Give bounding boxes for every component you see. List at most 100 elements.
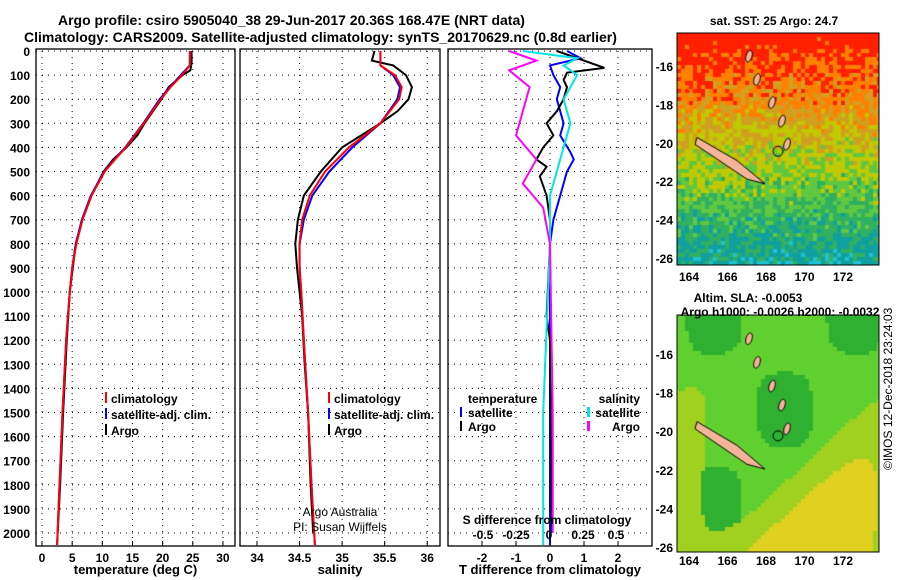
depth-tick-label: 200 xyxy=(10,93,30,107)
x-tick-label: 15 xyxy=(126,551,140,565)
map-lat-label: -22 xyxy=(656,464,674,478)
depth-tick-label: 1800 xyxy=(3,479,30,493)
depth-tick-label: 2000 xyxy=(3,527,30,541)
legend-swatch-t-argo xyxy=(460,421,462,431)
depth-tick-label: 800 xyxy=(10,238,30,252)
legend-swatch-satellite xyxy=(328,408,330,419)
map-lat-label: -16 xyxy=(656,60,674,74)
x-tick-label: 10 xyxy=(96,551,110,565)
figure-title-line1: Argo profile: csiro 5905040_38 29-Jun-20… xyxy=(58,12,525,28)
credit-line: Argo Australia xyxy=(303,505,378,519)
x2-axis-label: S difference from climatology xyxy=(463,513,632,527)
legend-swatch-climatology xyxy=(328,392,330,403)
depth-tick-label: 0 xyxy=(23,45,30,59)
map-frame-sla xyxy=(676,314,880,553)
depth-tick-label: 1100 xyxy=(4,310,30,324)
x-tick-label: -1 xyxy=(511,551,522,565)
depth-tick-label: 1400 xyxy=(3,382,30,396)
depth-tick-label: 700 xyxy=(10,214,30,228)
legend-label-argo: Argo xyxy=(111,424,139,438)
x2-tick-label: 0.5 xyxy=(608,528,625,542)
legend-label-climatology: climatology xyxy=(334,392,401,406)
x-tick-label: 0 xyxy=(547,551,554,565)
map-lat-label: -22 xyxy=(656,175,674,189)
series-line-argo xyxy=(56,51,193,534)
x-tick-label: 35 xyxy=(335,551,349,565)
legend-label-s-satellite: satellite xyxy=(595,406,640,420)
x-tick-label: 0 xyxy=(39,551,46,565)
legend-swatch-s-argo xyxy=(587,421,590,431)
series-line-t-satellite xyxy=(548,50,584,546)
legend-swatch-climatology xyxy=(105,392,107,403)
map-lon-label: 164 xyxy=(679,554,699,568)
map-lon-label: 164 xyxy=(679,270,699,284)
depth-tick-label: 500 xyxy=(10,166,30,180)
depth-tick-label: 1000 xyxy=(3,286,30,300)
map-lon-label: 168 xyxy=(756,270,776,284)
depth-tick-label: 900 xyxy=(10,262,30,276)
series-line-s-satellite xyxy=(522,50,581,546)
plot-frame-salinity xyxy=(239,48,441,547)
depth-tick-label: 1500 xyxy=(3,407,30,421)
sst-map-title: sat. SST: 25 Argo: 24.7 xyxy=(710,14,839,28)
map-lon-label: 168 xyxy=(756,554,776,568)
map-lon-label: 172 xyxy=(833,554,853,568)
x2-tick-label: 0 xyxy=(546,528,553,542)
x-axis-label: temperature (deg C) xyxy=(74,562,198,577)
series-line-climatology xyxy=(56,50,192,546)
x-tick-label: 30 xyxy=(216,551,230,565)
legend-title-temperature: temperature xyxy=(468,392,538,406)
x-tick-label: 35.5 xyxy=(373,551,397,565)
series-line-satellite-adj-clim- xyxy=(298,51,402,546)
plot-frame-temperature xyxy=(35,48,236,547)
legend-label-satellite: satellite-adj. clim. xyxy=(111,408,211,422)
legend-swatch-argo xyxy=(105,424,107,435)
map-lat-label: -18 xyxy=(656,98,674,112)
x-axis-label: salinity xyxy=(318,562,364,577)
map-lat-label: -26 xyxy=(656,541,674,555)
depth-tick-label: 1200 xyxy=(3,334,30,348)
x-tick-label: 1 xyxy=(581,551,588,565)
map-lon-label: 172 xyxy=(833,270,853,284)
depth-tick-label: 400 xyxy=(10,141,30,155)
x-tick-label: 34.5 xyxy=(288,551,312,565)
depth-tick-label: 1300 xyxy=(3,358,30,372)
x-axis-label: T difference from climatology xyxy=(459,562,642,577)
x-tick-label: 5 xyxy=(69,551,76,565)
depth-tick-label: 1900 xyxy=(3,503,30,517)
depth-tick-label: 300 xyxy=(10,117,30,131)
map-lon-label: 166 xyxy=(717,554,737,568)
sla-map-image xyxy=(677,315,879,552)
credit-line: PI: Susan Wijffels xyxy=(293,520,387,534)
depth-tick-label: 1600 xyxy=(3,431,30,445)
legend-label-t-satellite: satellite xyxy=(468,406,513,420)
depth-tick-label: 1700 xyxy=(3,455,30,469)
legend-swatch-satellite xyxy=(105,408,107,419)
x2-tick-label: -0.5 xyxy=(473,528,494,542)
legend-label-s-argo: Argo xyxy=(612,420,640,434)
legend-label-satellite: satellite-adj. clim. xyxy=(334,408,434,422)
x2-tick-label: 0.25 xyxy=(571,528,595,542)
x-tick-label: 20 xyxy=(156,551,170,565)
map-lon-label: 170 xyxy=(794,270,814,284)
map-lat-label: -18 xyxy=(656,387,674,401)
legend-swatch-argo xyxy=(328,424,330,435)
copyright-label: ©IMOS 12-Dec-2018 23:24:03 xyxy=(881,307,895,470)
series-line-satellite-adj-clim- xyxy=(56,51,191,546)
legend-title-salinity: salinity xyxy=(599,392,641,406)
map-lon-label: 170 xyxy=(794,554,814,568)
series-line-s-argo xyxy=(507,50,554,533)
x-tick-label: 25 xyxy=(186,551,200,565)
figure-title-line2: Climatology: CARS2009. Satellite-adjuste… xyxy=(24,29,617,45)
map-lat-label: -20 xyxy=(656,137,674,151)
legend-label-argo: Argo xyxy=(334,424,362,438)
x2-tick-label: -0.25 xyxy=(502,528,530,542)
legend-swatch-t-satellite xyxy=(460,407,462,417)
series-line-climatology xyxy=(298,51,403,546)
map-lat-label: -24 xyxy=(656,214,674,228)
map-lat-label: -24 xyxy=(656,502,674,516)
sla-argo-values: Argo h1000: -0.0026 h2000: -0.0032 xyxy=(681,305,880,319)
legend-label-climatology: climatology xyxy=(111,392,178,406)
